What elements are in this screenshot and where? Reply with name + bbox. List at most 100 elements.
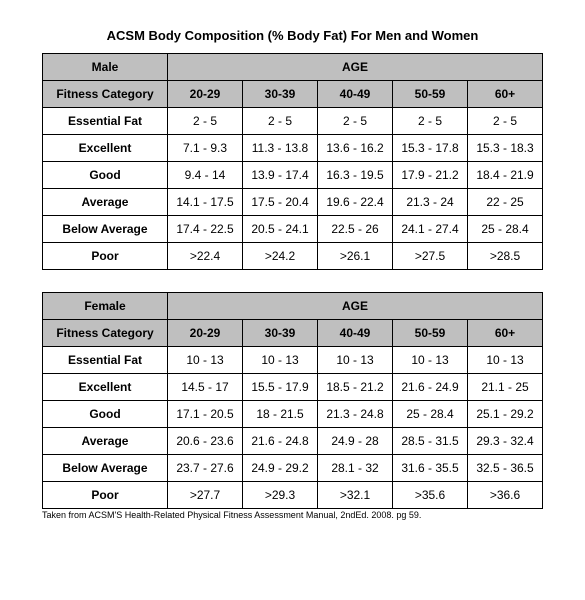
cell: 11.3 - 13.8	[243, 135, 318, 162]
cell: 2 - 5	[318, 108, 393, 135]
cell: 17.9 - 21.2	[393, 162, 468, 189]
row-category: Excellent	[43, 374, 168, 401]
female-age-header: AGE	[168, 293, 543, 320]
cell: 10 - 13	[243, 347, 318, 374]
male-age-header: AGE	[168, 54, 543, 81]
male-category-header: Fitness Category	[43, 81, 168, 108]
male-age-0: 20-29	[168, 81, 243, 108]
cell: 15.5 - 17.9	[243, 374, 318, 401]
cell: >27.7	[168, 482, 243, 509]
cell: 20.6 - 23.6	[168, 428, 243, 455]
cell: 28.1 - 32	[318, 455, 393, 482]
cell: 23.7 - 27.6	[168, 455, 243, 482]
female-header-row-1: Female AGE	[43, 293, 543, 320]
table-row: Average 14.1 - 17.5 17.5 - 20.4 19.6 - 2…	[43, 189, 543, 216]
cell: 17.1 - 20.5	[168, 401, 243, 428]
male-header-row-1: Male AGE	[43, 54, 543, 81]
row-category: Average	[43, 428, 168, 455]
row-category: Average	[43, 189, 168, 216]
male-table: Male AGE Fitness Category 20-29 30-39 40…	[42, 53, 543, 270]
cell: 10 - 13	[393, 347, 468, 374]
row-category: Poor	[43, 482, 168, 509]
cell: 19.6 - 22.4	[318, 189, 393, 216]
row-category: Poor	[43, 243, 168, 270]
cell: 22 - 25	[468, 189, 543, 216]
cell: 14.5 - 17	[168, 374, 243, 401]
table-row: Average 20.6 - 23.6 21.6 - 24.8 24.9 - 2…	[43, 428, 543, 455]
male-header-row-2: Fitness Category 20-29 30-39 40-49 50-59…	[43, 81, 543, 108]
cell: 21.6 - 24.9	[393, 374, 468, 401]
row-category: Good	[43, 401, 168, 428]
cell: 7.1 - 9.3	[168, 135, 243, 162]
cell: 2 - 5	[393, 108, 468, 135]
table-row: Poor >22.4 >24.2 >26.1 >27.5 >28.5	[43, 243, 543, 270]
cell: 10 - 13	[468, 347, 543, 374]
row-category: Excellent	[43, 135, 168, 162]
cell: 29.3 - 32.4	[468, 428, 543, 455]
cell: >27.5	[393, 243, 468, 270]
table-row: Poor >27.7 >29.3 >32.1 >35.6 >36.6	[43, 482, 543, 509]
row-category: Good	[43, 162, 168, 189]
female-gender-header: Female	[43, 293, 168, 320]
cell: 2 - 5	[168, 108, 243, 135]
cell: >36.6	[468, 482, 543, 509]
cell: 17.4 - 22.5	[168, 216, 243, 243]
cell: 21.1 - 25	[468, 374, 543, 401]
row-category: Below Average	[43, 216, 168, 243]
cell: 24.9 - 28	[318, 428, 393, 455]
cell: 25 - 28.4	[468, 216, 543, 243]
cell: 18 - 21.5	[243, 401, 318, 428]
cell: >35.6	[393, 482, 468, 509]
female-table: Female AGE Fitness Category 20-29 30-39 …	[42, 292, 543, 509]
table-row: Good 17.1 - 20.5 18 - 21.5 21.3 - 24.8 2…	[43, 401, 543, 428]
female-age-4: 60+	[468, 320, 543, 347]
table-row: Good 9.4 - 14 13.9 - 17.4 16.3 - 19.5 17…	[43, 162, 543, 189]
table-row: Essential Fat 2 - 5 2 - 5 2 - 5 2 - 5 2 …	[43, 108, 543, 135]
cell: >32.1	[318, 482, 393, 509]
female-age-0: 20-29	[168, 320, 243, 347]
page: ACSM Body Composition (% Body Fat) For M…	[0, 0, 585, 530]
cell: 28.5 - 31.5	[393, 428, 468, 455]
cell: 16.3 - 19.5	[318, 162, 393, 189]
cell: >29.3	[243, 482, 318, 509]
row-category: Essential Fat	[43, 347, 168, 374]
cell: 21.3 - 24.8	[318, 401, 393, 428]
cell: 24.9 - 29.2	[243, 455, 318, 482]
cell: 21.6 - 24.8	[243, 428, 318, 455]
table-spacer	[42, 270, 543, 292]
female-category-header: Fitness Category	[43, 320, 168, 347]
table-row: Excellent 7.1 - 9.3 11.3 - 13.8 13.6 - 1…	[43, 135, 543, 162]
cell: 13.9 - 17.4	[243, 162, 318, 189]
source-citation: Taken from ACSM'S Health-Related Physica…	[42, 510, 543, 520]
table-row: Below Average 23.7 - 27.6 24.9 - 29.2 28…	[43, 455, 543, 482]
cell: >28.5	[468, 243, 543, 270]
cell: >26.1	[318, 243, 393, 270]
cell: 2 - 5	[243, 108, 318, 135]
male-age-3: 50-59	[393, 81, 468, 108]
cell: 14.1 - 17.5	[168, 189, 243, 216]
female-age-3: 50-59	[393, 320, 468, 347]
row-category: Below Average	[43, 455, 168, 482]
cell: 32.5 - 36.5	[468, 455, 543, 482]
male-age-4: 60+	[468, 81, 543, 108]
male-age-2: 40-49	[318, 81, 393, 108]
cell: 2 - 5	[468, 108, 543, 135]
cell: 15.3 - 17.8	[393, 135, 468, 162]
cell: 21.3 - 24	[393, 189, 468, 216]
male-age-1: 30-39	[243, 81, 318, 108]
cell: 9.4 - 14	[168, 162, 243, 189]
row-category: Essential Fat	[43, 108, 168, 135]
cell: 15.3 - 18.3	[468, 135, 543, 162]
cell: 31.6 - 35.5	[393, 455, 468, 482]
cell: 24.1 - 27.4	[393, 216, 468, 243]
cell: 17.5 - 20.4	[243, 189, 318, 216]
cell: 10 - 13	[318, 347, 393, 374]
table-row: Essential Fat 10 - 13 10 - 13 10 - 13 10…	[43, 347, 543, 374]
cell: >24.2	[243, 243, 318, 270]
cell: 20.5 - 24.1	[243, 216, 318, 243]
female-header-row-2: Fitness Category 20-29 30-39 40-49 50-59…	[43, 320, 543, 347]
female-age-2: 40-49	[318, 320, 393, 347]
table-row: Below Average 17.4 - 22.5 20.5 - 24.1 22…	[43, 216, 543, 243]
cell: >22.4	[168, 243, 243, 270]
female-age-1: 30-39	[243, 320, 318, 347]
